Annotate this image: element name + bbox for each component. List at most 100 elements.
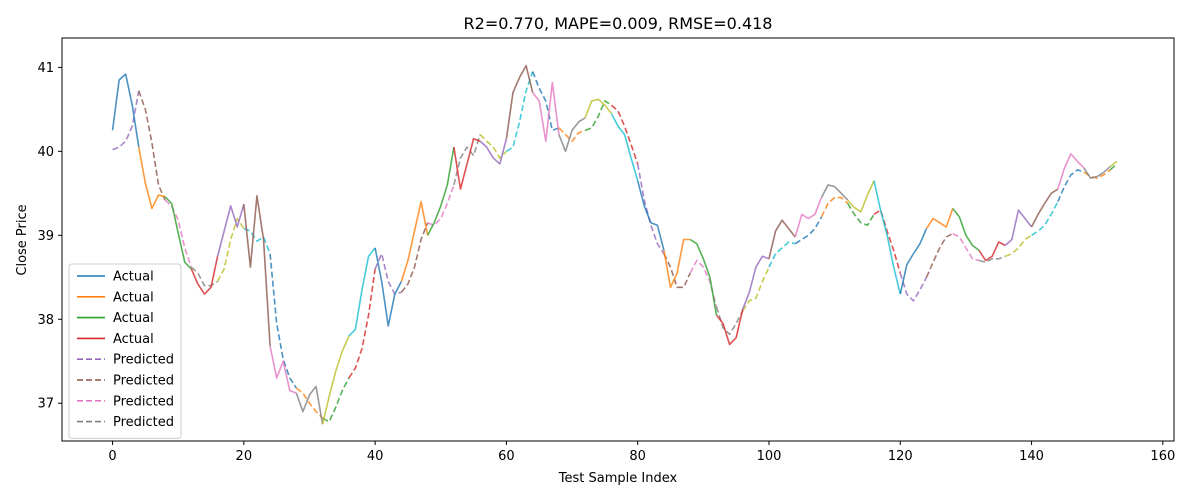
x-tick-label: 140 bbox=[1019, 449, 1044, 464]
y-tick-label: 39 bbox=[37, 229, 54, 244]
predicted-series-segment bbox=[978, 255, 1006, 263]
predicted-series-segment bbox=[899, 272, 928, 302]
x-axis: 0 20 40 60 80 100 120 140 160 bbox=[108, 441, 1175, 464]
actual-series-segment bbox=[689, 238, 718, 316]
actual-series-segment bbox=[1030, 188, 1059, 228]
predicted-series-segment bbox=[295, 387, 324, 419]
actual-series-segment bbox=[1109, 160, 1118, 168]
predicted-series-segment bbox=[243, 227, 271, 255]
x-tick-label: 80 bbox=[629, 449, 646, 464]
actual-series-segment bbox=[190, 256, 219, 295]
actual-series-segment bbox=[1083, 165, 1111, 180]
x-axis-title: Test Sample Index bbox=[558, 471, 678, 486]
x-tick-label: 160 bbox=[1150, 449, 1175, 464]
chart-title: R2=0.770, MAPE=0.009, RMSE=0.418 bbox=[464, 14, 773, 33]
predicted-series-segment bbox=[820, 196, 849, 218]
legend-label: Actual bbox=[113, 332, 154, 347]
actual-series-segment bbox=[374, 247, 403, 327]
actual-series-segment bbox=[584, 98, 613, 119]
predicted-series-segment bbox=[1109, 163, 1118, 171]
actual-series-segment bbox=[243, 195, 271, 347]
predicted-series-segment bbox=[558, 127, 586, 143]
x-tick-label: 60 bbox=[498, 449, 515, 464]
actual-series-segment bbox=[663, 238, 691, 289]
legend-box bbox=[68, 263, 182, 439]
x-tick-label: 40 bbox=[367, 449, 384, 464]
actual-series-segment bbox=[741, 255, 770, 310]
x-tick-label: 0 bbox=[108, 449, 116, 464]
actual-series-segment bbox=[1004, 209, 1033, 246]
predicted-series-segment bbox=[216, 217, 245, 282]
plot-area bbox=[111, 64, 1118, 425]
y-axis-title: Close Price bbox=[15, 204, 30, 275]
predicted-series-segment bbox=[768, 241, 796, 268]
predicted-series-segment bbox=[636, 163, 665, 255]
y-axis: 37 38 39 40 41 bbox=[37, 61, 62, 412]
actual-series-segment bbox=[321, 335, 350, 425]
predicted-series-segment bbox=[453, 134, 481, 186]
predicted-series-segment bbox=[400, 222, 429, 293]
legend-label: Predicted bbox=[113, 394, 174, 409]
predicted-series-segment bbox=[584, 100, 612, 132]
plot-frame bbox=[61, 37, 1175, 442]
predicted-series-segment bbox=[873, 209, 902, 274]
predicted-series-segment bbox=[1031, 201, 1059, 236]
predicted-series-segment bbox=[531, 71, 560, 132]
actual-series-segment bbox=[768, 219, 796, 259]
actual-series-segment bbox=[216, 204, 245, 257]
predicted-series-segment bbox=[742, 266, 770, 312]
actual-series-segment bbox=[479, 138, 508, 165]
y-tick-label: 37 bbox=[37, 397, 54, 412]
actual-series-segment bbox=[925, 208, 954, 230]
y-tick-label: 41 bbox=[37, 61, 54, 76]
predicted-series-segment bbox=[610, 104, 639, 165]
actual-series-segment bbox=[978, 241, 1006, 262]
predicted-series-segment bbox=[322, 377, 350, 423]
predicted-series-segment bbox=[663, 253, 691, 289]
predicted-series-segment bbox=[138, 90, 166, 201]
predicted-series-segment bbox=[374, 252, 402, 295]
actual-series-segment bbox=[794, 197, 823, 238]
x-tick-label: 20 bbox=[236, 449, 253, 464]
actual-series-segment bbox=[295, 385, 324, 425]
predicted-series-segment bbox=[952, 232, 980, 262]
actual-series-segment bbox=[164, 196, 192, 270]
actual-series-segment bbox=[111, 73, 140, 148]
x-tick-label: 100 bbox=[757, 449, 782, 464]
legend-label: Predicted bbox=[113, 374, 174, 389]
predicted-series-segment bbox=[925, 232, 954, 278]
actual-series-segment bbox=[873, 180, 902, 295]
legend-label: Predicted bbox=[113, 353, 174, 368]
legend-label: Actual bbox=[113, 311, 154, 326]
actual-series-segment bbox=[505, 64, 534, 139]
actual-series-segment bbox=[400, 200, 429, 282]
predicted-series-segment bbox=[112, 90, 140, 151]
predicted-series-segment bbox=[269, 253, 298, 389]
legend-label: Actual bbox=[113, 290, 154, 305]
actual-series-segment bbox=[820, 184, 849, 201]
actual-series-segment bbox=[610, 113, 639, 181]
actual-series-segment bbox=[138, 147, 166, 210]
actual-series-segment bbox=[715, 309, 744, 346]
x-tick-label: 120 bbox=[888, 449, 913, 464]
actual-series-segment bbox=[269, 345, 297, 394]
actual-series-segment bbox=[426, 147, 455, 236]
actual-series-segment bbox=[532, 81, 560, 143]
predicted-series-segment bbox=[1005, 234, 1032, 258]
predicted-series-segment bbox=[1057, 169, 1085, 203]
actual-series-segment bbox=[558, 117, 586, 153]
actual-series-segment bbox=[1057, 153, 1085, 190]
actual-series-segment bbox=[899, 228, 928, 295]
predicted-series-segment bbox=[190, 266, 219, 287]
predicted-series-segment bbox=[427, 184, 455, 227]
legend: Actual Actual Actual Actual Predicted Predict… bbox=[68, 263, 182, 439]
actual-series-segment bbox=[636, 180, 665, 251]
predicted-series-segment bbox=[479, 133, 507, 159]
actual-series-segment bbox=[453, 137, 481, 190]
actual-series-segment bbox=[847, 180, 875, 213]
y-tick-label: 40 bbox=[37, 145, 54, 160]
predicted-series-segment bbox=[348, 268, 376, 379]
legend-label: Predicted bbox=[113, 415, 174, 430]
